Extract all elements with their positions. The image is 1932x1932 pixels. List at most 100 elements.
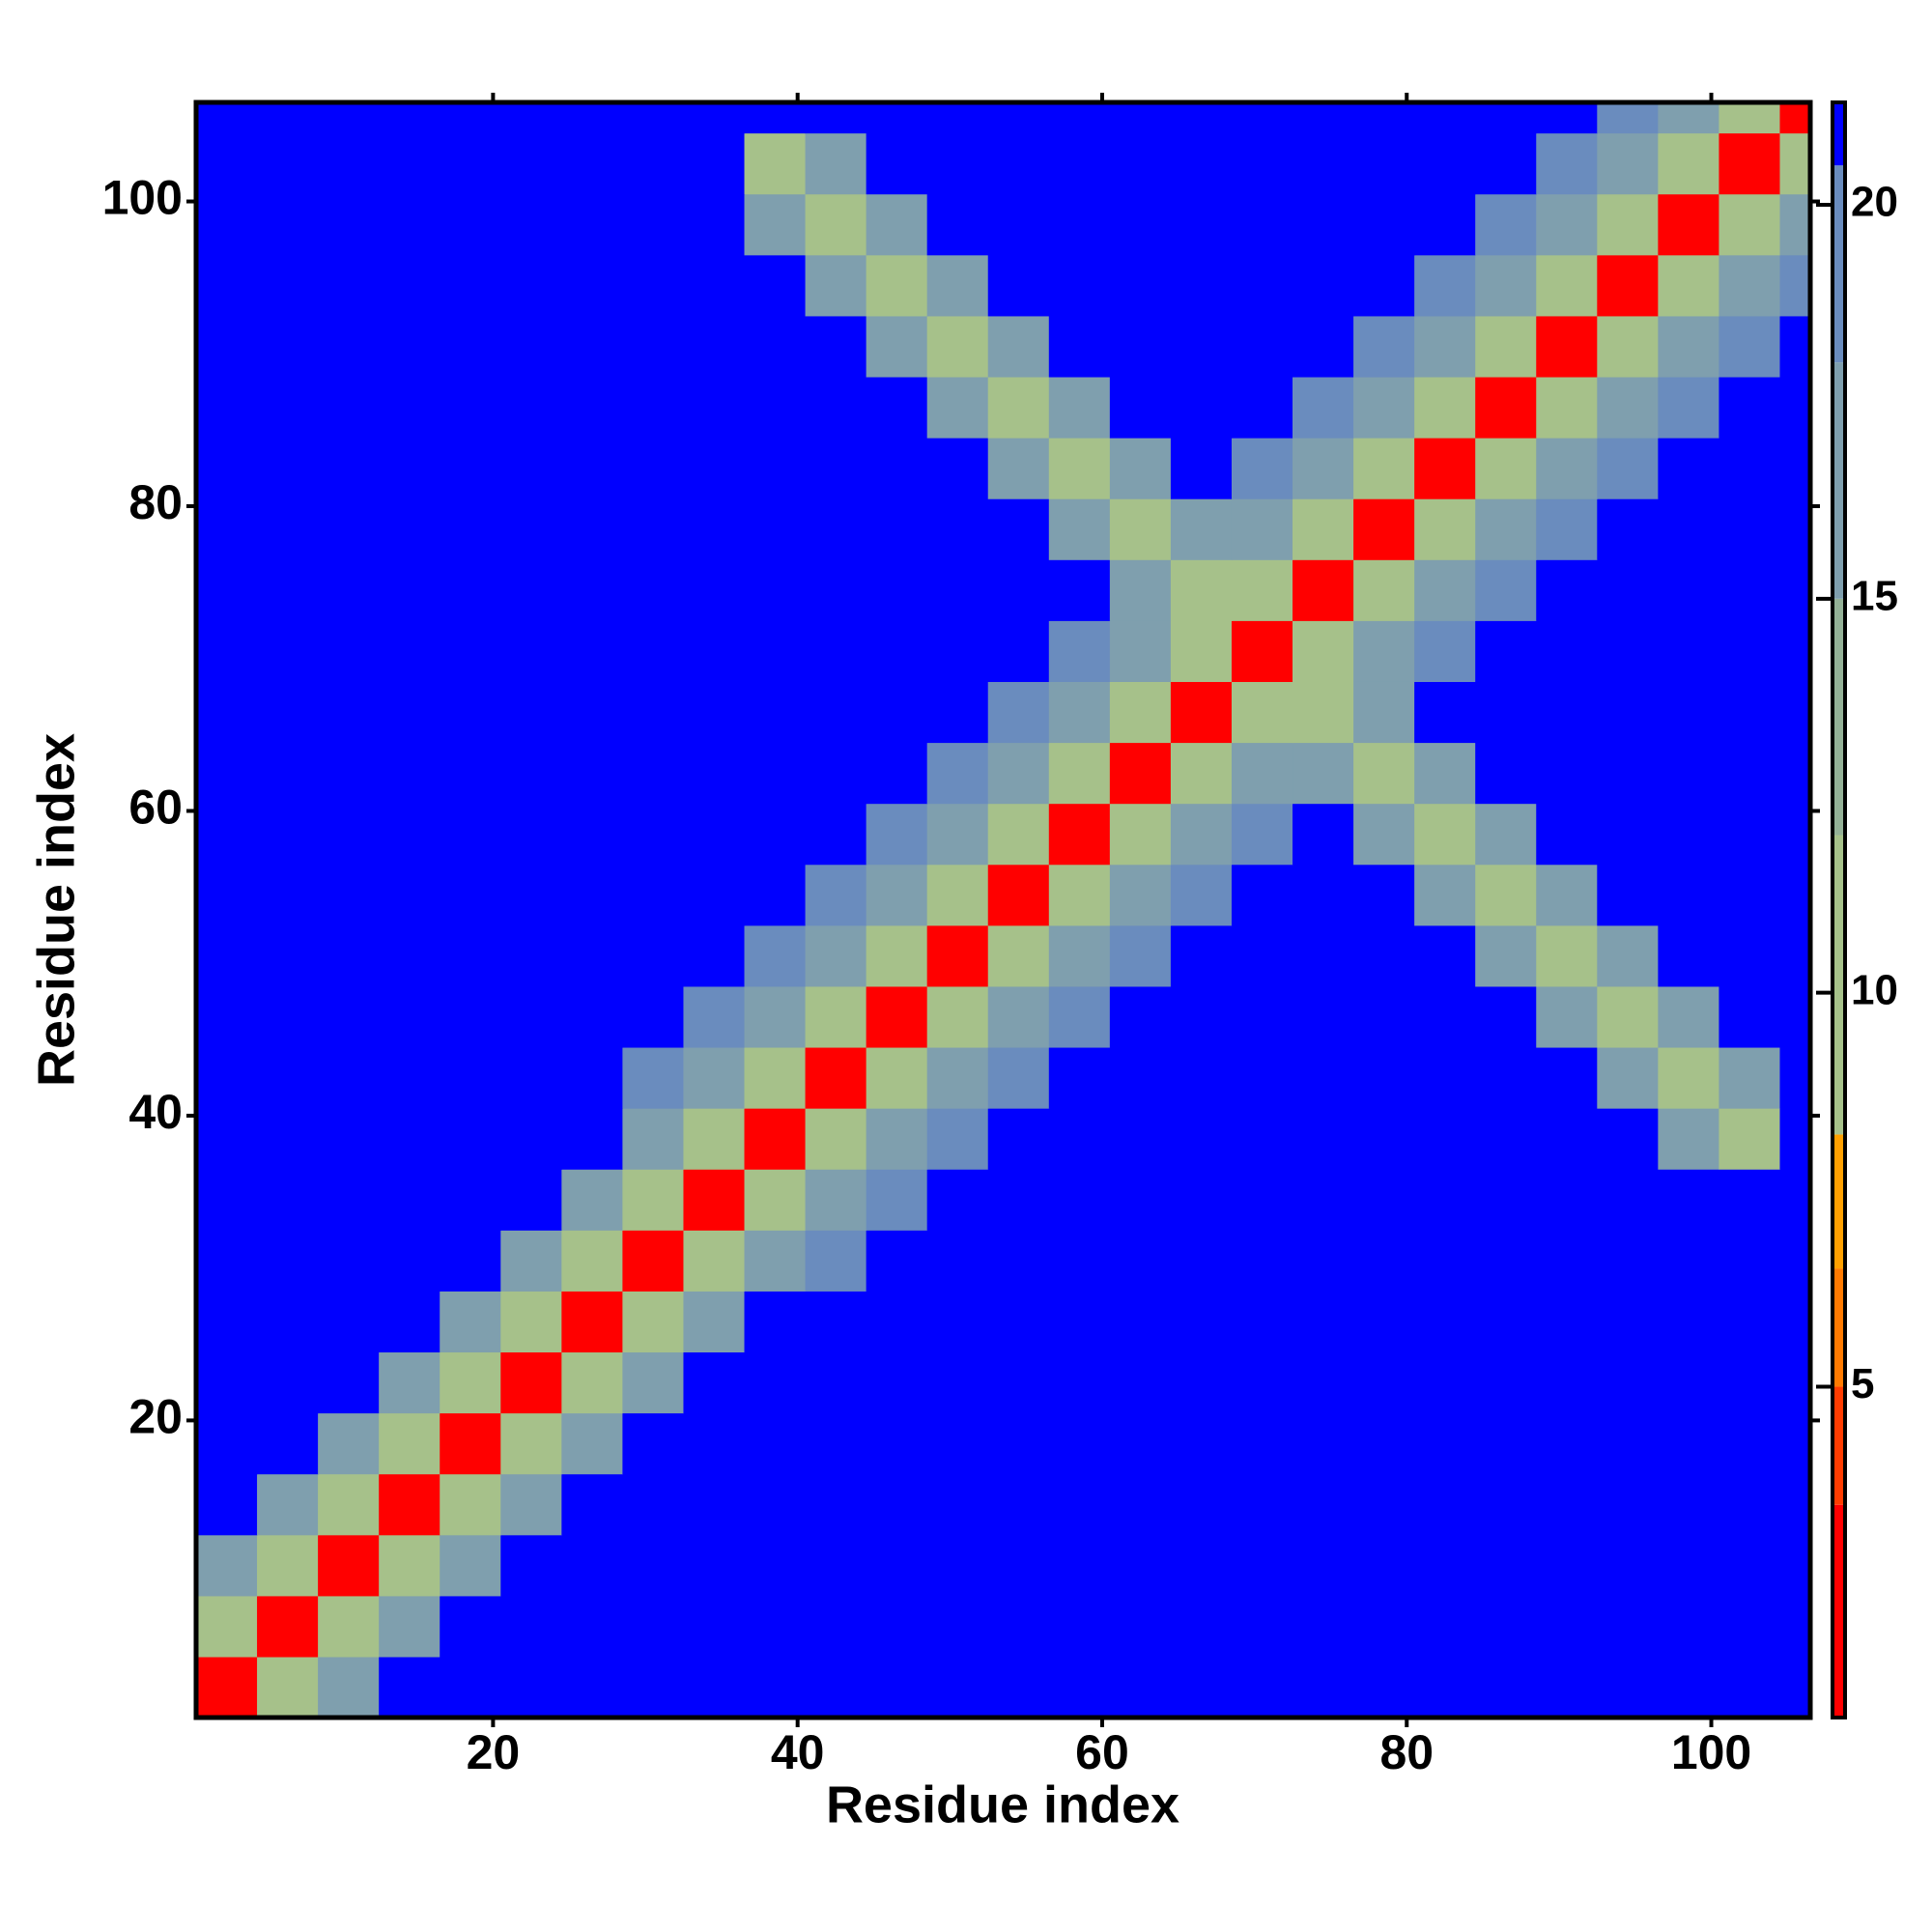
heatmap-cell — [1293, 1412, 1354, 1475]
heatmap-cell — [1109, 1351, 1172, 1414]
heatmap-cell — [683, 132, 746, 195]
heatmap-cell — [926, 620, 989, 682]
heatmap-cell — [318, 1046, 380, 1109]
y-tick-label: 40 — [128, 1085, 183, 1139]
heatmap-cell — [866, 803, 928, 866]
heatmap-cell — [1170, 1230, 1233, 1292]
heatmap-cell — [1109, 1473, 1172, 1536]
heatmap-cell — [196, 1412, 258, 1475]
heatmap-cell — [500, 438, 562, 499]
heatmap-cell — [1719, 1230, 1781, 1292]
heatmap-cell — [561, 376, 623, 439]
heatmap-cell — [561, 254, 623, 317]
heatmap-cell — [683, 315, 746, 378]
heatmap-cell — [1719, 742, 1781, 805]
heatmap-cell — [805, 985, 867, 1048]
heatmap-cell — [1597, 498, 1659, 560]
heatmap-cell — [561, 498, 623, 560]
heatmap-cell — [1779, 864, 1811, 926]
x-tick-label: 60 — [1075, 1725, 1129, 1779]
heatmap-cell — [805, 1656, 867, 1719]
heatmap-cell — [257, 620, 319, 682]
heatmap-cell — [744, 803, 807, 866]
heatmap-cell — [1536, 438, 1598, 499]
heatmap-cell — [1048, 193, 1111, 256]
heatmap-cell — [622, 803, 685, 866]
heatmap-cell — [744, 742, 807, 805]
heatmap-cell — [379, 620, 440, 682]
heatmap-cell — [1719, 498, 1781, 560]
heatmap-cell — [1109, 132, 1172, 195]
heatmap-cell — [1293, 132, 1354, 195]
heatmap-cell — [1231, 254, 1293, 317]
heatmap-cell — [866, 1230, 928, 1292]
heatmap-cell — [622, 1656, 685, 1719]
heatmap-cell — [1719, 376, 1781, 439]
heatmap-cell — [440, 1230, 501, 1292]
heatmap-cell — [257, 742, 319, 805]
heatmap-cells — [196, 102, 1811, 1719]
heatmap-cell — [379, 132, 440, 195]
heatmap-cell — [1536, 1108, 1598, 1170]
heatmap-cell — [196, 1351, 258, 1414]
heatmap-cell — [196, 864, 258, 926]
heatmap-cell — [866, 620, 928, 682]
heatmap-cell — [1048, 1473, 1111, 1536]
heatmap-cell — [744, 1595, 807, 1658]
heatmap-cell — [744, 559, 807, 621]
heatmap-cell — [1109, 438, 1172, 499]
heatmap-cell — [926, 193, 989, 256]
heatmap-cell — [1779, 193, 1811, 256]
heatmap-cell — [318, 376, 380, 439]
heatmap-cell — [196, 1230, 258, 1292]
heatmap-cell — [866, 254, 928, 317]
heatmap-cell — [318, 681, 380, 744]
heatmap-cell — [1658, 193, 1720, 256]
heatmap-cell — [1779, 315, 1811, 378]
heatmap-cell — [1658, 132, 1720, 195]
heatmap-cell — [1597, 193, 1659, 256]
heatmap-cell — [1231, 924, 1293, 987]
heatmap-cell — [683, 1230, 746, 1292]
heatmap-cell — [987, 1656, 1050, 1719]
heatmap-cell — [866, 1595, 928, 1658]
heatmap-cell — [500, 498, 562, 560]
heatmap-cell — [1414, 864, 1476, 926]
heatmap-cell — [1048, 102, 1111, 134]
heatmap-cell — [1293, 864, 1354, 926]
heatmap-cell — [744, 1230, 807, 1292]
heatmap-cell — [1109, 681, 1172, 744]
heatmap-cell — [1475, 1473, 1537, 1536]
heatmap-cell — [1658, 315, 1720, 378]
colorbar-segment — [1833, 1386, 1845, 1505]
heatmap-cell — [1719, 1595, 1781, 1658]
heatmap-cell — [561, 620, 623, 682]
heatmap-cell — [1597, 1351, 1659, 1414]
heatmap-cell — [1536, 681, 1598, 744]
heatmap-cell — [1170, 315, 1233, 378]
heatmap-cell — [1414, 498, 1476, 560]
colorbar-segment — [1833, 362, 1845, 599]
heatmap-cell — [440, 1656, 501, 1719]
heatmap-cell — [379, 315, 440, 378]
heatmap-cell — [1414, 1534, 1476, 1597]
heatmap-cell — [805, 438, 867, 499]
heatmap-cell — [926, 864, 989, 926]
heatmap-cell — [561, 1230, 623, 1292]
heatmap-cell — [622, 985, 685, 1048]
heatmap-cell — [500, 681, 562, 744]
heatmap-cell — [1719, 985, 1781, 1048]
heatmap-cell — [500, 193, 562, 256]
heatmap-cell — [683, 1473, 746, 1536]
heatmap-cell — [1231, 1169, 1293, 1231]
heatmap-cell — [1475, 315, 1537, 378]
heatmap-cell — [1170, 620, 1233, 682]
heatmap-cell — [987, 1230, 1050, 1292]
heatmap-cell — [926, 376, 989, 439]
heatmap-cell — [1536, 132, 1598, 195]
heatmap-cell — [1779, 102, 1811, 134]
heatmap-cell — [561, 1169, 623, 1231]
heatmap-cell — [1475, 1412, 1537, 1475]
heatmap-cell — [1779, 376, 1811, 439]
heatmap-cell — [196, 742, 258, 805]
